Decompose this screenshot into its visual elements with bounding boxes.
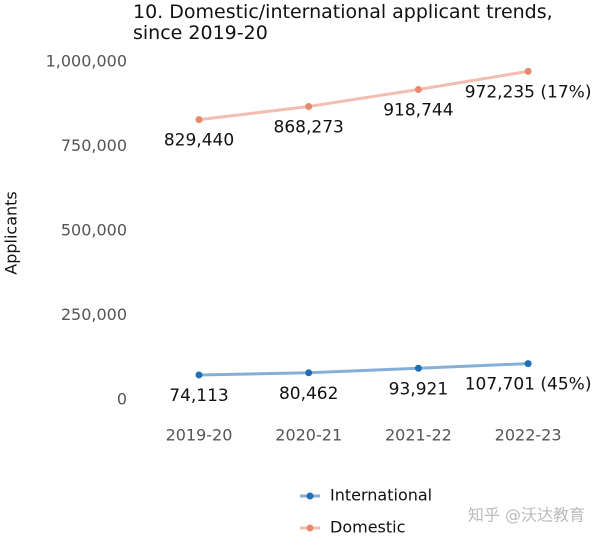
data-point [524,67,532,75]
legend-marker [306,524,314,532]
data-point [195,116,203,124]
series-line [198,69,529,122]
x-tick-label: 2021-22 [385,426,452,445]
x-tick-label: 2019-20 [166,426,233,445]
y-tick-label: 250,000 [61,305,127,324]
watermark: 知乎 @沃达教育 [468,506,585,525]
data-point [305,369,313,377]
data-label: 93,921 [389,379,448,399]
y-tick-label: 500,000 [61,221,127,240]
legend-label: Domestic [330,518,405,537]
data-label: 918,744 [383,100,453,120]
legend-marker [306,492,314,500]
data-point [305,103,313,111]
data-label: 107,701 (45%) [465,375,592,395]
series-line [198,362,529,377]
data-point [524,360,532,368]
y-tick-label: 0 [117,390,127,409]
data-label: 829,440 [164,131,234,151]
data-point [414,85,422,93]
y-axis-title: Applicants [2,191,21,275]
data-label: 74,113 [169,386,228,406]
y-tick-label: 750,000 [61,136,127,155]
data-label: 868,273 [274,118,344,138]
x-tick-label: 2020-21 [275,426,342,445]
data-point [414,364,422,372]
data-label: 80,462 [279,384,338,404]
x-tick-label: 2022-23 [495,426,562,445]
legend-label: International [330,486,432,505]
y-tick-label: 1,000,000 [46,52,127,71]
data-label: 972,235 (17%) [465,82,592,102]
data-point [195,371,203,379]
chart-title: 10. Domestic/international applicant tre… [133,1,553,44]
